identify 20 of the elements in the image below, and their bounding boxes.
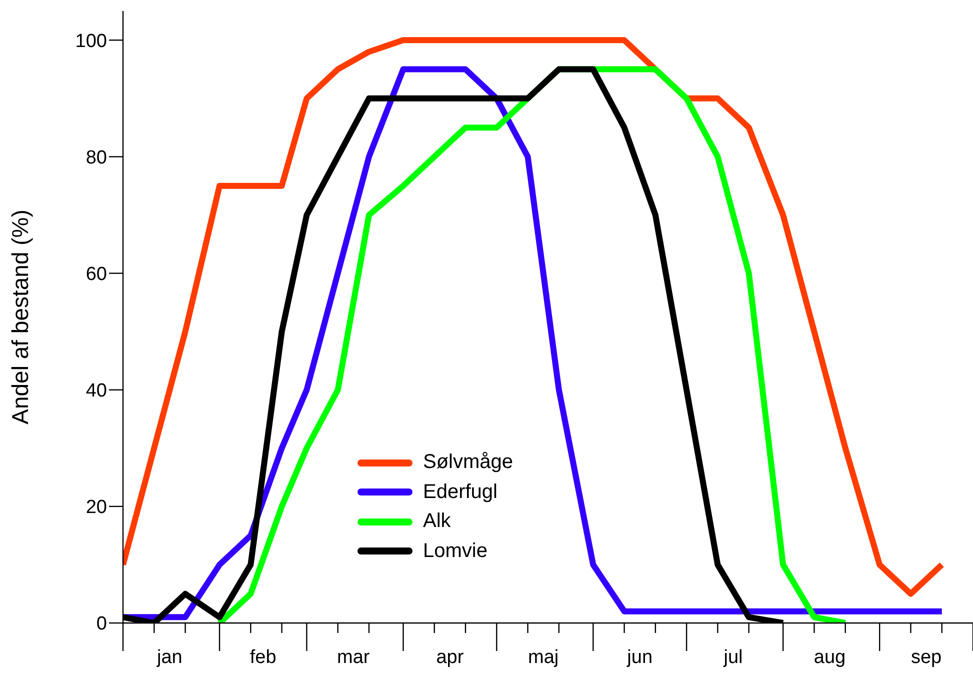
y-tick-label: 80: [86, 147, 107, 168]
y-axis-title: Andel af bestand (%): [7, 210, 34, 424]
x-tick-label: apr: [436, 647, 464, 668]
legend-label: Sølvmåge: [423, 451, 514, 474]
x-tick-label: sep: [910, 647, 942, 668]
x-tick-label: feb: [250, 647, 276, 668]
y-tick-label: 20: [86, 497, 107, 518]
x-tick-label: mar: [337, 647, 370, 668]
y-tick-label: 0: [96, 614, 107, 635]
y-tick-label: 40: [86, 380, 107, 402]
legend-label: Lomvie: [423, 540, 488, 563]
x-tick-label: jul: [722, 647, 743, 668]
x-tick-label: maj: [528, 647, 559, 668]
y-tick-label: 60: [86, 264, 107, 286]
x-tick-label: aug: [814, 647, 846, 668]
y-tick-label: 100: [75, 30, 107, 52]
legend-label: Alk: [423, 510, 451, 534]
legend-label: Ederfugl: [423, 480, 498, 504]
x-tick-label: jan: [156, 647, 182, 668]
x-tick-label: jun: [626, 647, 653, 668]
